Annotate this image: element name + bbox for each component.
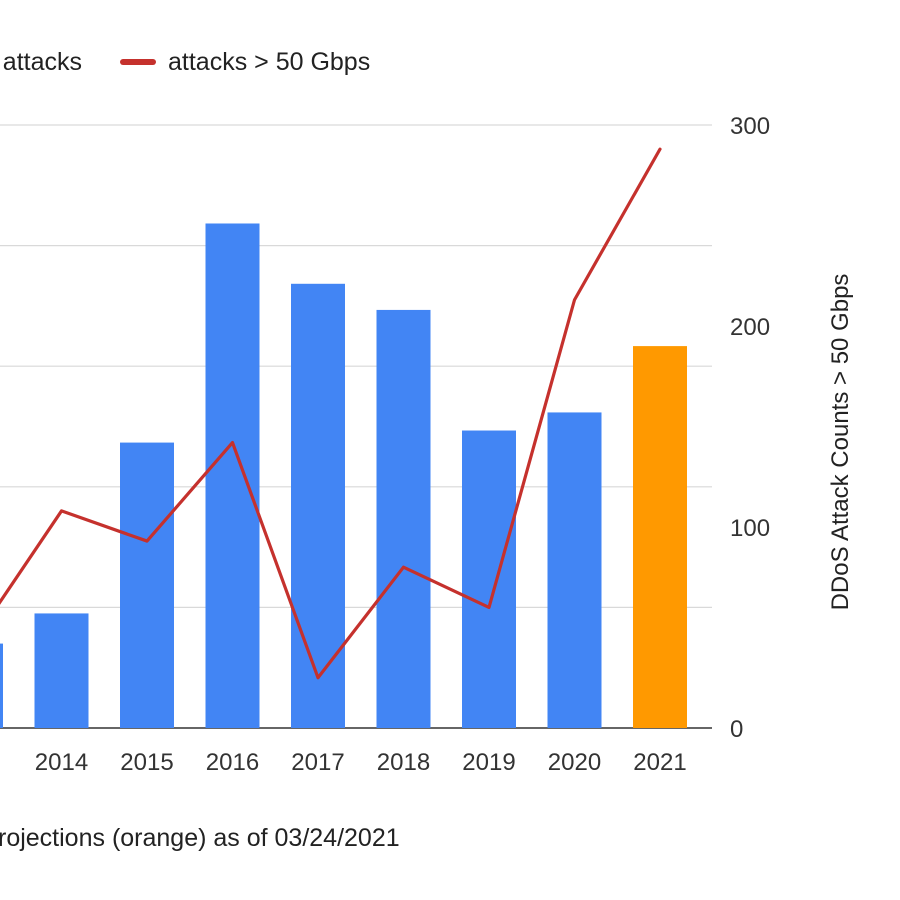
x-tick-label-2021: 2021 [633, 749, 686, 776]
x-axis-tick-labels: 320142015201620172018201920202021 [35, 749, 687, 776]
x-tick-label-2019: 2019 [462, 749, 515, 776]
bar-series [0, 223, 687, 729]
legend-label-attacks: attacks [3, 48, 82, 76]
right-axis-title: DDoS Attack Counts > 50 Gbps [827, 274, 854, 611]
bar-2015 [120, 442, 174, 728]
legend: attacks attacks > 50 Gbps [3, 48, 370, 76]
bar-2021 [633, 346, 687, 728]
right-tick-label-200: 200 [730, 314, 770, 341]
bar-2017 [291, 283, 345, 728]
x-tick-label-2018: 2018 [377, 749, 430, 776]
line-series [0, 147, 662, 680]
bar-2016 [205, 223, 260, 729]
bar-2020 [547, 412, 602, 728]
bar-2013 [0, 643, 3, 728]
x-tick-label-2016: 2016 [206, 749, 259, 776]
line-attacks-over-50gbps [0, 147, 662, 680]
x-tick-label-2015: 2015 [120, 749, 173, 776]
bar-2019 [462, 430, 516, 728]
projection-note: rojections (orange) as of 03/24/2021 [0, 824, 400, 852]
right-tick-label-100: 100 [730, 515, 770, 542]
x-tick-label-2020: 2020 [548, 749, 601, 776]
right-axis-tick-labels: 0 100 200 300 [730, 113, 770, 743]
right-tick-label-0: 0 [730, 716, 743, 743]
right-tick-label-300: 300 [730, 113, 770, 140]
gridlines [0, 124, 712, 729]
bar-2014 [34, 613, 89, 728]
x-tick-label-2017: 2017 [291, 749, 344, 776]
x-tick-label-2014: 2014 [35, 749, 88, 776]
legend-label-attacks-over-50gbps: attacks > 50 Gbps [168, 48, 370, 76]
bar-2018 [376, 309, 431, 728]
